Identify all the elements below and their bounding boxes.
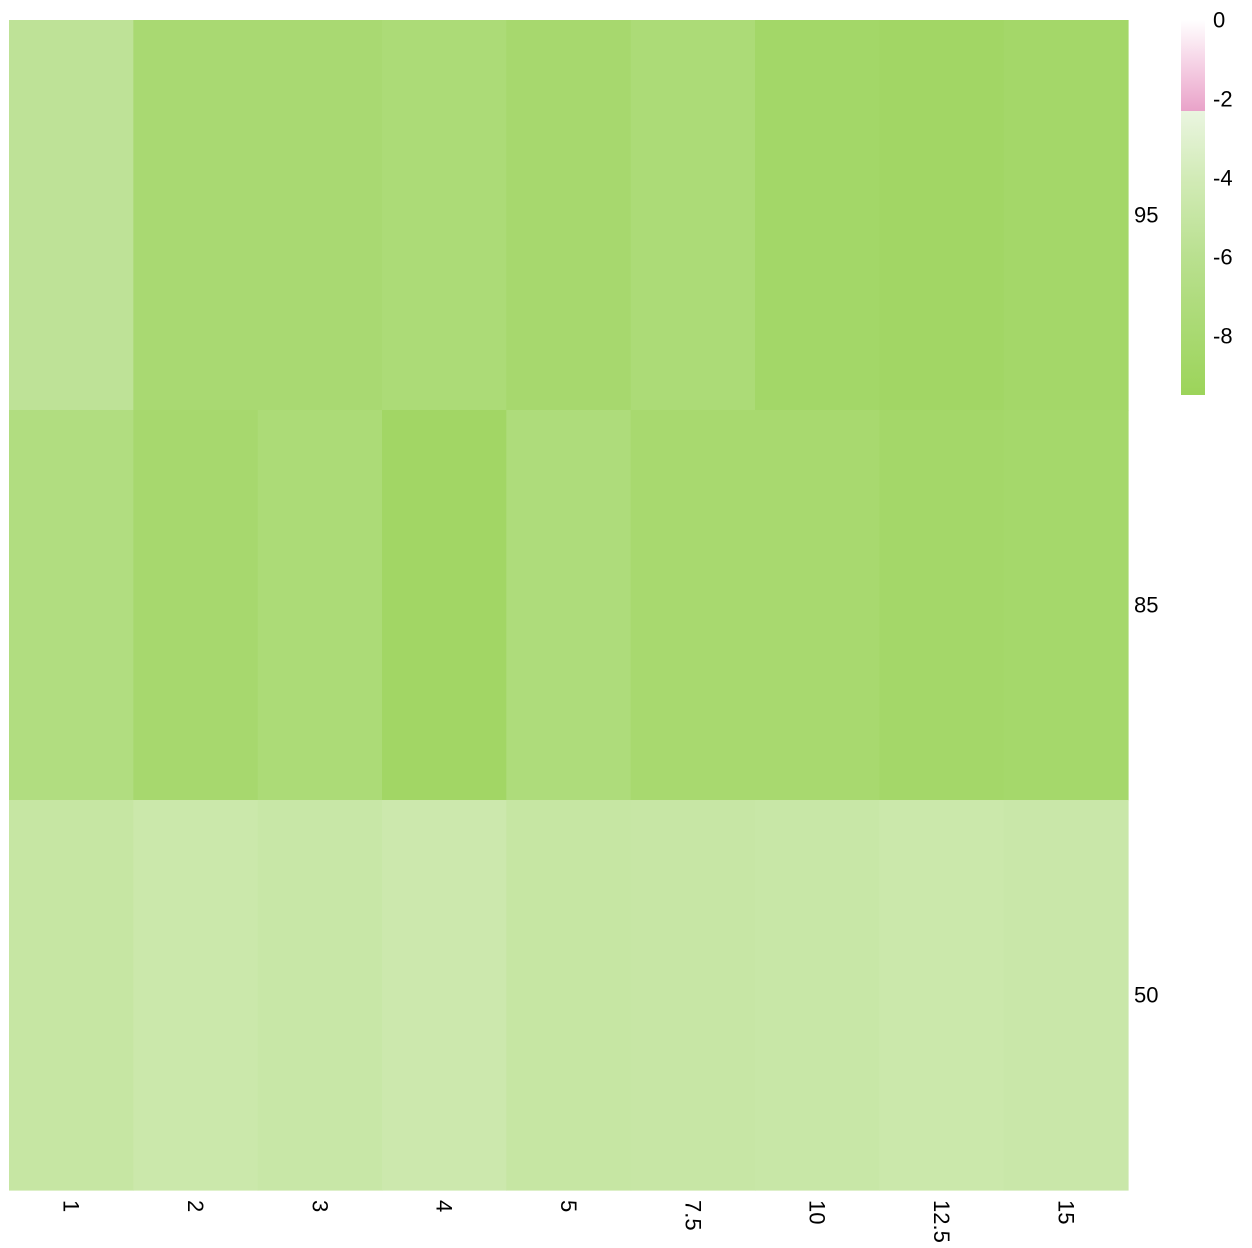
x-tick-label: 4 (432, 1200, 457, 1212)
heatmap-cell (382, 410, 507, 801)
heatmap-cell (755, 410, 880, 801)
y-tick-label: 95 (1134, 203, 1158, 228)
heatmap-cell (506, 800, 632, 1191)
colorbar-tick-label: -6 (1213, 244, 1233, 269)
colorbar-tick-label: -2 (1213, 86, 1233, 111)
heatmap-cell (755, 800, 880, 1191)
heatmap-cell (879, 20, 1005, 411)
heatmap-cell (630, 410, 756, 801)
heatmap-cell (133, 800, 259, 1191)
colorbar-tick-label: 0 (1213, 8, 1225, 33)
heatmap-cell (879, 800, 1005, 1191)
heatmap-cell (257, 20, 383, 411)
x-tick-label: 7.5 (680, 1200, 705, 1231)
heatmap-cell (9, 410, 134, 801)
heatmap-cell (133, 20, 259, 411)
y-axis-tick-labels: 95 85 50 (1134, 203, 1158, 1008)
x-tick-label: 5 (556, 1200, 581, 1212)
colorbar (1181, 20, 1205, 395)
x-tick-label: 1 (59, 1200, 84, 1212)
heatmap-cell (755, 20, 880, 411)
heatmap-cell (630, 800, 756, 1191)
heatmap-cell (382, 20, 507, 411)
x-tick-label: 3 (307, 1200, 332, 1212)
heatmap-cell (1003, 800, 1129, 1191)
colorbar-tick-label: -4 (1213, 165, 1233, 190)
heatmap-cell (879, 410, 1005, 801)
heatmap-cell (257, 800, 383, 1191)
y-tick-label: 85 (1134, 593, 1158, 618)
heatmap-cell (506, 20, 632, 411)
heatmap-cell (1003, 410, 1129, 801)
heatmap-cell (257, 410, 383, 801)
heatmap-cell (1003, 20, 1129, 411)
heatmap-cell (630, 20, 756, 411)
y-tick-label: 50 (1134, 983, 1158, 1008)
heatmap-cell (133, 410, 259, 801)
x-tick-label: 15 (1053, 1200, 1078, 1224)
x-axis-tick-labels: 1 2 3 4 5 7.5 10 12.5 15 (59, 1200, 1079, 1243)
heatmap-cell (506, 410, 632, 801)
colorbar-tick-label: -8 (1213, 323, 1233, 348)
heatmap-cell (382, 800, 507, 1191)
colorbar-legend: 0 -2 -4 -6 -8 (1181, 8, 1233, 395)
heatmap-cell (9, 20, 134, 411)
x-tick-label: 10 (805, 1200, 830, 1224)
heatmap-cells (9, 20, 1129, 1191)
x-tick-label: 2 (183, 1200, 208, 1212)
heatmap-cell (9, 800, 134, 1191)
x-tick-label: 12.5 (929, 1200, 954, 1243)
